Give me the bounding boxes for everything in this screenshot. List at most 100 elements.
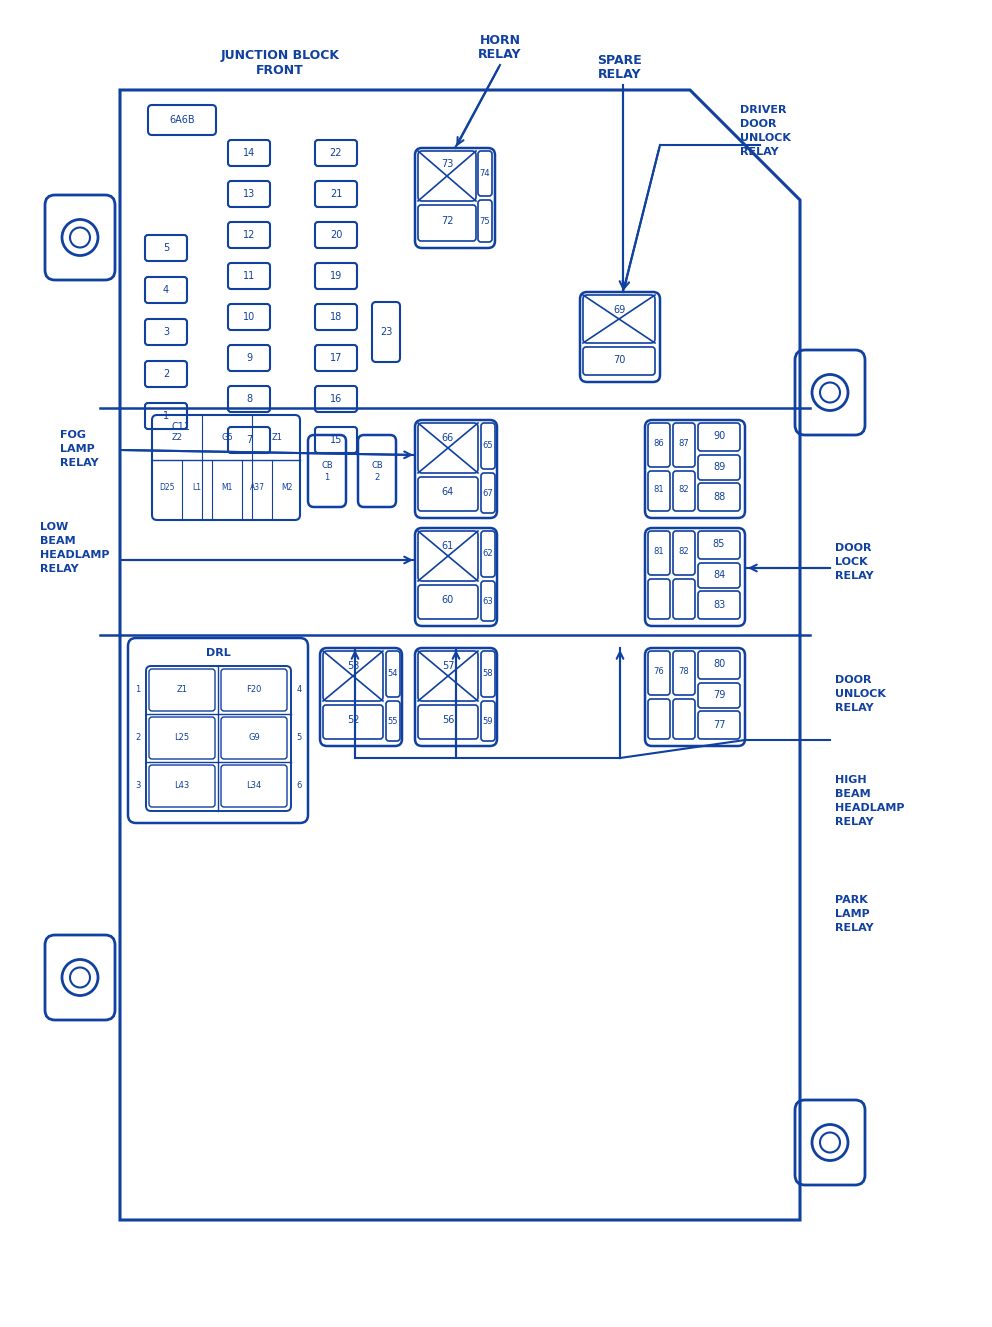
Text: 11: 11 bbox=[243, 271, 255, 281]
Text: RELAY: RELAY bbox=[478, 49, 522, 61]
Text: 3: 3 bbox=[135, 782, 141, 791]
Text: DRIVER: DRIVER bbox=[740, 105, 787, 115]
Text: F20: F20 bbox=[246, 686, 262, 694]
Text: LOCK: LOCK bbox=[835, 557, 868, 567]
Text: 61: 61 bbox=[441, 541, 454, 551]
Text: RELAY: RELAY bbox=[835, 924, 874, 933]
Text: 63: 63 bbox=[483, 597, 493, 605]
Text: 54: 54 bbox=[388, 670, 398, 678]
Text: 77: 77 bbox=[712, 721, 725, 730]
Text: 79: 79 bbox=[713, 690, 725, 701]
Text: 13: 13 bbox=[243, 188, 255, 199]
Text: BEAM: BEAM bbox=[40, 536, 75, 545]
Text: 89: 89 bbox=[713, 462, 725, 472]
Text: HEADLAMP: HEADLAMP bbox=[40, 549, 109, 560]
Text: 69: 69 bbox=[613, 305, 625, 314]
Text: 67: 67 bbox=[483, 488, 493, 498]
Text: 82: 82 bbox=[679, 486, 689, 495]
Text: A37: A37 bbox=[250, 483, 265, 491]
Text: RELAY: RELAY bbox=[740, 147, 779, 157]
Text: RELAY: RELAY bbox=[60, 458, 98, 468]
Text: CB: CB bbox=[371, 460, 383, 470]
Text: 2: 2 bbox=[374, 474, 380, 483]
Text: UNLOCK: UNLOCK bbox=[740, 133, 791, 143]
Text: 17: 17 bbox=[329, 353, 342, 364]
Text: 64: 64 bbox=[441, 487, 454, 498]
Text: 6: 6 bbox=[297, 782, 302, 791]
Text: M2: M2 bbox=[282, 483, 293, 491]
Text: RELAY: RELAY bbox=[40, 564, 78, 575]
Text: 23: 23 bbox=[380, 326, 392, 337]
Text: L34: L34 bbox=[246, 782, 262, 791]
Text: 4: 4 bbox=[297, 686, 302, 694]
Text: 3: 3 bbox=[163, 326, 169, 337]
Text: 8: 8 bbox=[246, 394, 252, 403]
Text: 57: 57 bbox=[441, 661, 454, 671]
Text: HIGH: HIGH bbox=[835, 775, 867, 786]
Text: LAMP: LAMP bbox=[60, 445, 95, 454]
Text: 2: 2 bbox=[135, 734, 141, 743]
Text: 18: 18 bbox=[330, 312, 342, 322]
Text: 74: 74 bbox=[480, 169, 490, 178]
Text: 22: 22 bbox=[329, 149, 342, 158]
Text: G9: G9 bbox=[248, 734, 260, 743]
Text: 88: 88 bbox=[713, 492, 725, 502]
Text: G5: G5 bbox=[221, 433, 233, 442]
Text: 20: 20 bbox=[329, 230, 342, 240]
Text: 1: 1 bbox=[163, 411, 169, 421]
Text: 1: 1 bbox=[324, 474, 329, 483]
Text: 62: 62 bbox=[483, 549, 493, 559]
Text: 12: 12 bbox=[243, 230, 255, 240]
Text: 70: 70 bbox=[613, 356, 625, 365]
Text: 83: 83 bbox=[713, 600, 725, 610]
Text: DOOR: DOOR bbox=[740, 119, 777, 129]
Text: 14: 14 bbox=[243, 149, 255, 158]
Text: JUNCTION BLOCK: JUNCTION BLOCK bbox=[220, 49, 339, 61]
Text: 78: 78 bbox=[679, 667, 689, 677]
Text: 84: 84 bbox=[713, 571, 725, 580]
Text: 76: 76 bbox=[654, 667, 665, 677]
Text: M1: M1 bbox=[221, 483, 233, 491]
Text: 15: 15 bbox=[329, 435, 342, 445]
Text: 82: 82 bbox=[679, 548, 689, 556]
Text: 5: 5 bbox=[297, 734, 302, 743]
Text: RELAY: RELAY bbox=[835, 703, 874, 713]
Text: RELAY: RELAY bbox=[835, 817, 874, 827]
Text: 81: 81 bbox=[654, 486, 665, 495]
Text: 55: 55 bbox=[388, 717, 398, 726]
Text: 65: 65 bbox=[483, 442, 493, 450]
Text: 21: 21 bbox=[329, 188, 342, 199]
Text: Z2: Z2 bbox=[172, 433, 183, 442]
Text: HEADLAMP: HEADLAMP bbox=[835, 803, 905, 813]
Text: 75: 75 bbox=[480, 216, 490, 226]
Text: RELAY: RELAY bbox=[835, 571, 874, 581]
Text: 90: 90 bbox=[713, 431, 725, 441]
Text: 6A6B: 6A6B bbox=[170, 115, 194, 125]
Text: 86: 86 bbox=[654, 439, 665, 449]
Text: 10: 10 bbox=[243, 312, 255, 322]
Text: 81: 81 bbox=[654, 548, 665, 556]
Text: 72: 72 bbox=[440, 216, 453, 226]
Text: 58: 58 bbox=[483, 670, 493, 678]
Text: FRONT: FRONT bbox=[256, 64, 304, 77]
Text: DOOR: DOOR bbox=[835, 543, 872, 553]
Text: 16: 16 bbox=[330, 394, 342, 403]
Text: 9: 9 bbox=[246, 353, 252, 364]
Text: HORN: HORN bbox=[479, 33, 521, 46]
Text: 52: 52 bbox=[347, 715, 359, 725]
Text: 87: 87 bbox=[679, 439, 689, 449]
Text: 60: 60 bbox=[441, 594, 454, 605]
Text: C11: C11 bbox=[172, 422, 191, 433]
Text: 4: 4 bbox=[163, 285, 169, 295]
Text: 85: 85 bbox=[713, 539, 725, 549]
Text: 80: 80 bbox=[713, 660, 725, 669]
Text: L1: L1 bbox=[192, 483, 201, 491]
Text: 7: 7 bbox=[246, 435, 252, 445]
Text: Z1: Z1 bbox=[177, 686, 187, 694]
Text: 59: 59 bbox=[483, 717, 493, 726]
Text: SPARE: SPARE bbox=[597, 53, 643, 66]
Text: 1: 1 bbox=[135, 686, 141, 694]
Text: BEAM: BEAM bbox=[835, 790, 871, 799]
Text: 5: 5 bbox=[163, 243, 169, 253]
Text: 73: 73 bbox=[440, 159, 453, 169]
